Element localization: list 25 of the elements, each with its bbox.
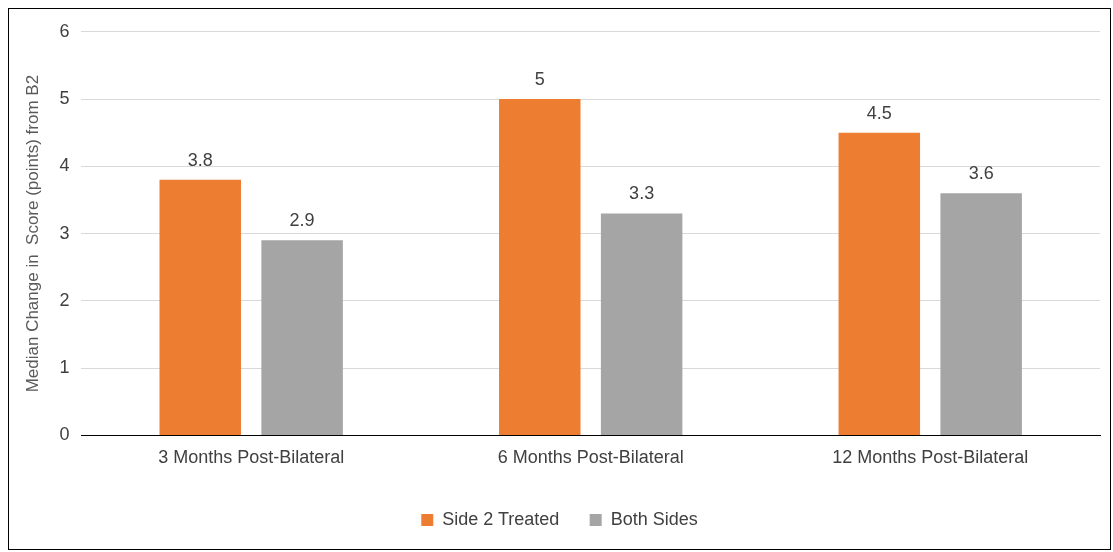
bar: [838, 132, 921, 435]
y-axis-title: Median Change in Score (points) from B2: [22, 74, 42, 393]
legend-label: Side 2 Treated: [442, 508, 560, 529]
bar: [940, 193, 1022, 435]
data-label: 4.5: [866, 102, 892, 123]
data-label: 2.9: [289, 210, 315, 231]
y-tick-label: 0: [59, 424, 70, 445]
y-tick-label: 1: [59, 357, 70, 378]
y-tick-label: 6: [59, 20, 70, 41]
bar: [600, 213, 683, 435]
data-label: 3.3: [629, 183, 655, 204]
bar: [159, 179, 241, 435]
x-tick-label: 3 Months Post-Bilateral: [158, 447, 345, 468]
x-tick-label: 12 Months Post-Bilateral: [832, 447, 1029, 468]
data-label: 3.8: [187, 149, 213, 170]
y-tick-label: 5: [59, 88, 70, 109]
data-label: 3.6: [968, 163, 994, 184]
y-tick-label: 4: [59, 155, 70, 176]
x-tick-label: 6 Months Post-Bilateral: [497, 447, 684, 468]
y-tick-label: 3: [59, 222, 70, 243]
bar: [499, 99, 581, 435]
legend-label: Both Sides: [610, 508, 698, 529]
y-tick-label: 2: [59, 289, 70, 310]
bar: [261, 240, 343, 435]
data-label: 5: [534, 69, 545, 90]
